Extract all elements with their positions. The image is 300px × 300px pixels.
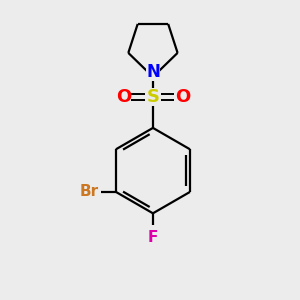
Text: S: S (146, 88, 159, 106)
Text: O: O (116, 88, 131, 106)
Text: N: N (146, 63, 160, 81)
Text: F: F (148, 230, 158, 244)
Text: Br: Br (79, 184, 98, 200)
Text: O: O (175, 88, 190, 106)
